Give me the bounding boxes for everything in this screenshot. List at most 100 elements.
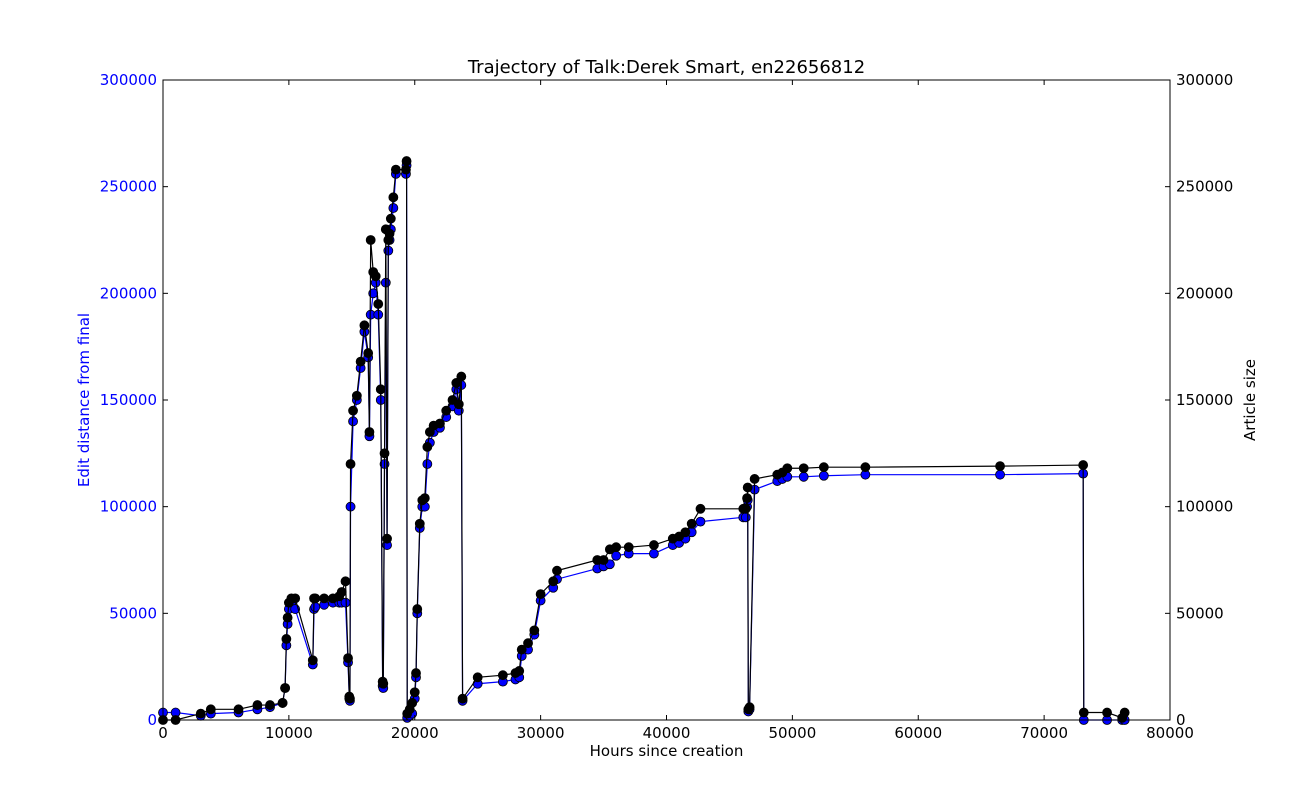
series-1-point xyxy=(385,213,396,224)
series-1-point xyxy=(514,666,525,676)
x-axis-label: Hours since creation xyxy=(590,742,744,760)
series-1-point xyxy=(798,463,809,474)
series-1-point xyxy=(345,693,355,704)
x-tick-label: 70000 xyxy=(1020,724,1068,742)
y-left-tick-label: 250000 xyxy=(100,178,157,196)
series-1-point xyxy=(742,493,752,504)
series-1-point xyxy=(435,418,445,429)
y-left-tick-label: 300000 xyxy=(100,71,157,89)
y-left-tick-label: 100000 xyxy=(100,498,157,516)
series-1-point xyxy=(252,700,263,710)
series-1-point xyxy=(310,593,321,604)
series-1-point xyxy=(319,593,330,604)
series-1-point xyxy=(548,576,559,587)
series-1-point xyxy=(419,493,430,504)
series-1-point xyxy=(552,565,562,576)
series-1-point xyxy=(623,542,634,553)
series-line-1 xyxy=(163,161,1126,721)
series-1-point xyxy=(598,555,609,565)
series-1-point xyxy=(382,533,392,544)
series-1-point xyxy=(401,164,411,175)
series-1-point xyxy=(411,668,421,678)
series-1-point xyxy=(516,644,527,655)
y-right-tick-label: 100000 xyxy=(1176,498,1233,516)
series-1-point xyxy=(390,164,401,175)
y-right-tick-label: 150000 xyxy=(1176,391,1233,409)
series-1-point xyxy=(265,700,275,710)
series-line-0 xyxy=(163,165,1125,721)
series-1-point xyxy=(409,687,420,698)
series-1-point xyxy=(282,612,293,623)
series-1-point xyxy=(365,235,376,245)
series-0-point xyxy=(310,602,321,612)
x-tick-label: 40000 xyxy=(643,724,691,742)
series-1-point xyxy=(744,702,755,713)
series-1-point xyxy=(1078,460,1089,470)
series-1-point xyxy=(412,604,423,614)
x-tick-label: 20000 xyxy=(391,724,439,742)
series-1-point xyxy=(384,228,395,239)
series-1-point xyxy=(860,462,871,473)
series-1-point xyxy=(686,518,697,529)
series-1-point xyxy=(205,704,216,715)
series-1-point xyxy=(535,589,546,600)
series-1-point xyxy=(290,593,301,604)
series-1-point xyxy=(280,683,291,693)
series-1-point xyxy=(472,672,483,683)
y-right-tick-label: 200000 xyxy=(1176,284,1233,302)
series-1-point xyxy=(995,461,1005,472)
series-1-point xyxy=(451,378,462,388)
series-1-point xyxy=(453,399,464,410)
y-right-tick-label: 250000 xyxy=(1176,178,1233,196)
series-0-point xyxy=(695,516,706,527)
series-1-point xyxy=(370,271,381,282)
series-1-point xyxy=(782,463,793,474)
series-1-point xyxy=(649,540,659,550)
series-1-point xyxy=(742,482,753,493)
series-1-point xyxy=(364,427,375,437)
series-1-point xyxy=(456,371,467,382)
series-1-point xyxy=(1078,707,1089,718)
series-1-point xyxy=(529,625,540,636)
series-1-point xyxy=(388,192,399,203)
series-1-point xyxy=(363,348,374,358)
series-1-point xyxy=(307,655,318,666)
series-1-point xyxy=(195,708,206,719)
series-1-point xyxy=(441,405,452,416)
series-1-point xyxy=(373,299,384,309)
series-0-point xyxy=(740,512,751,523)
series-1-point xyxy=(749,474,760,484)
series-1-point xyxy=(818,462,829,473)
series-1-point xyxy=(401,156,412,166)
series-1-point xyxy=(740,503,751,514)
series-0-point xyxy=(422,459,433,469)
series-1-point xyxy=(695,503,706,514)
series-1-point xyxy=(281,634,292,644)
x-tick-label: 30000 xyxy=(517,724,565,742)
x-tick-label: 80000 xyxy=(1146,724,1194,742)
series-1-point xyxy=(378,678,389,689)
series-1-point xyxy=(348,405,358,416)
x-tick-label: 0 xyxy=(158,724,168,742)
ticks-layer: 0 10000 20000 30000 40000 50000 60000 70000 8000… xyxy=(100,71,1234,742)
series-1-point xyxy=(359,320,370,331)
series-1-point xyxy=(343,653,353,664)
series-1-point xyxy=(611,542,622,553)
y-left-tick-label: 200000 xyxy=(100,284,157,302)
series-1-point xyxy=(414,518,425,529)
series-1-point xyxy=(457,693,468,704)
series-1-point xyxy=(1119,707,1130,718)
series-1-point xyxy=(336,587,347,597)
y-axis-left-label: Edit distance from final xyxy=(75,313,93,487)
series-layer xyxy=(158,156,1130,725)
series-1-point xyxy=(351,390,362,401)
series-0-point xyxy=(995,469,1005,480)
y-right-tick-label: 300000 xyxy=(1176,71,1233,89)
y-right-tick-label: 50000 xyxy=(1176,604,1224,622)
y-left-tick-label: 0 xyxy=(147,711,157,729)
series-1-point xyxy=(523,638,533,649)
x-tick-label: 10000 xyxy=(265,724,313,742)
series-1-point xyxy=(497,670,508,681)
series-0-point xyxy=(798,471,809,482)
